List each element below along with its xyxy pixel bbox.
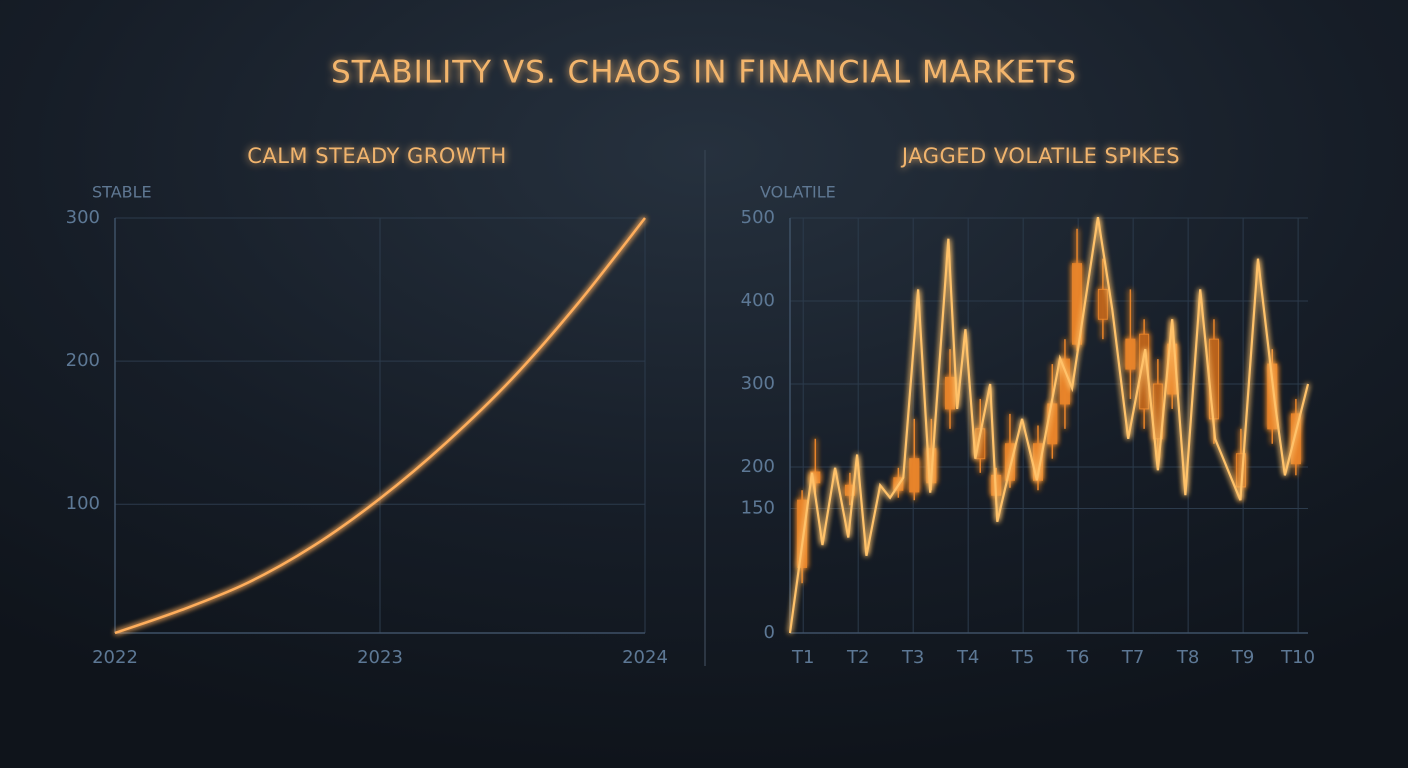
y-tick-label: 300 [741, 373, 775, 394]
candle-body [1059, 358, 1070, 405]
x-tick-label: T10 [1280, 647, 1315, 668]
candle-body [797, 499, 808, 568]
y-tick-label: 0 [764, 622, 775, 643]
y-tick-label: 100 [66, 493, 100, 514]
x-tick-label: T8 [1176, 647, 1199, 668]
y-tick-label: 200 [741, 456, 775, 477]
line-series [788, 217, 1310, 634]
x-tick-label: T9 [1231, 647, 1254, 668]
x-tick-label: T4 [956, 647, 979, 668]
candle-body [844, 484, 855, 496]
y-axis-label: STABLE [92, 183, 152, 202]
line-series [114, 217, 646, 635]
y-axis-label: VOLATILE [760, 183, 836, 202]
candle-body [1267, 363, 1278, 430]
x-tick-label: 2024 [622, 647, 668, 668]
page-title: STABILITY VS. CHAOS IN FINANCIAL MARKETS [331, 55, 1077, 91]
y-tick-label: 200 [66, 350, 100, 371]
x-tick-label: T5 [1011, 647, 1034, 668]
plots: CALM STEADY GROWTH STABLE 100 200 300 2022 202… [66, 144, 1315, 668]
x-tick-label: T2 [846, 647, 869, 668]
x-tick-label: T7 [1121, 647, 1144, 668]
candle-body [1125, 338, 1136, 370]
x-tick-label: 2023 [357, 647, 403, 668]
y-tick-label: 150 [741, 498, 775, 519]
candle-body [945, 376, 956, 410]
y-tick-label: 400 [741, 290, 775, 311]
y-tick-label: 300 [66, 207, 100, 228]
x-tick-label: T1 [791, 647, 814, 668]
x-tick-label: T3 [901, 647, 924, 668]
candle-body [909, 458, 920, 493]
candle-body [1004, 443, 1015, 481]
candle-body [1097, 288, 1108, 320]
candle-body [1072, 263, 1083, 345]
y-tick-label: 500 [741, 207, 775, 228]
candle-body [1290, 413, 1301, 465]
chart-title: CALM STEADY GROWTH [247, 144, 507, 168]
x-tick-label: T6 [1066, 647, 1089, 668]
x-tick-label: 2022 [92, 647, 138, 668]
chart-title: JAGGED VOLATILE SPIKES [900, 144, 1180, 168]
